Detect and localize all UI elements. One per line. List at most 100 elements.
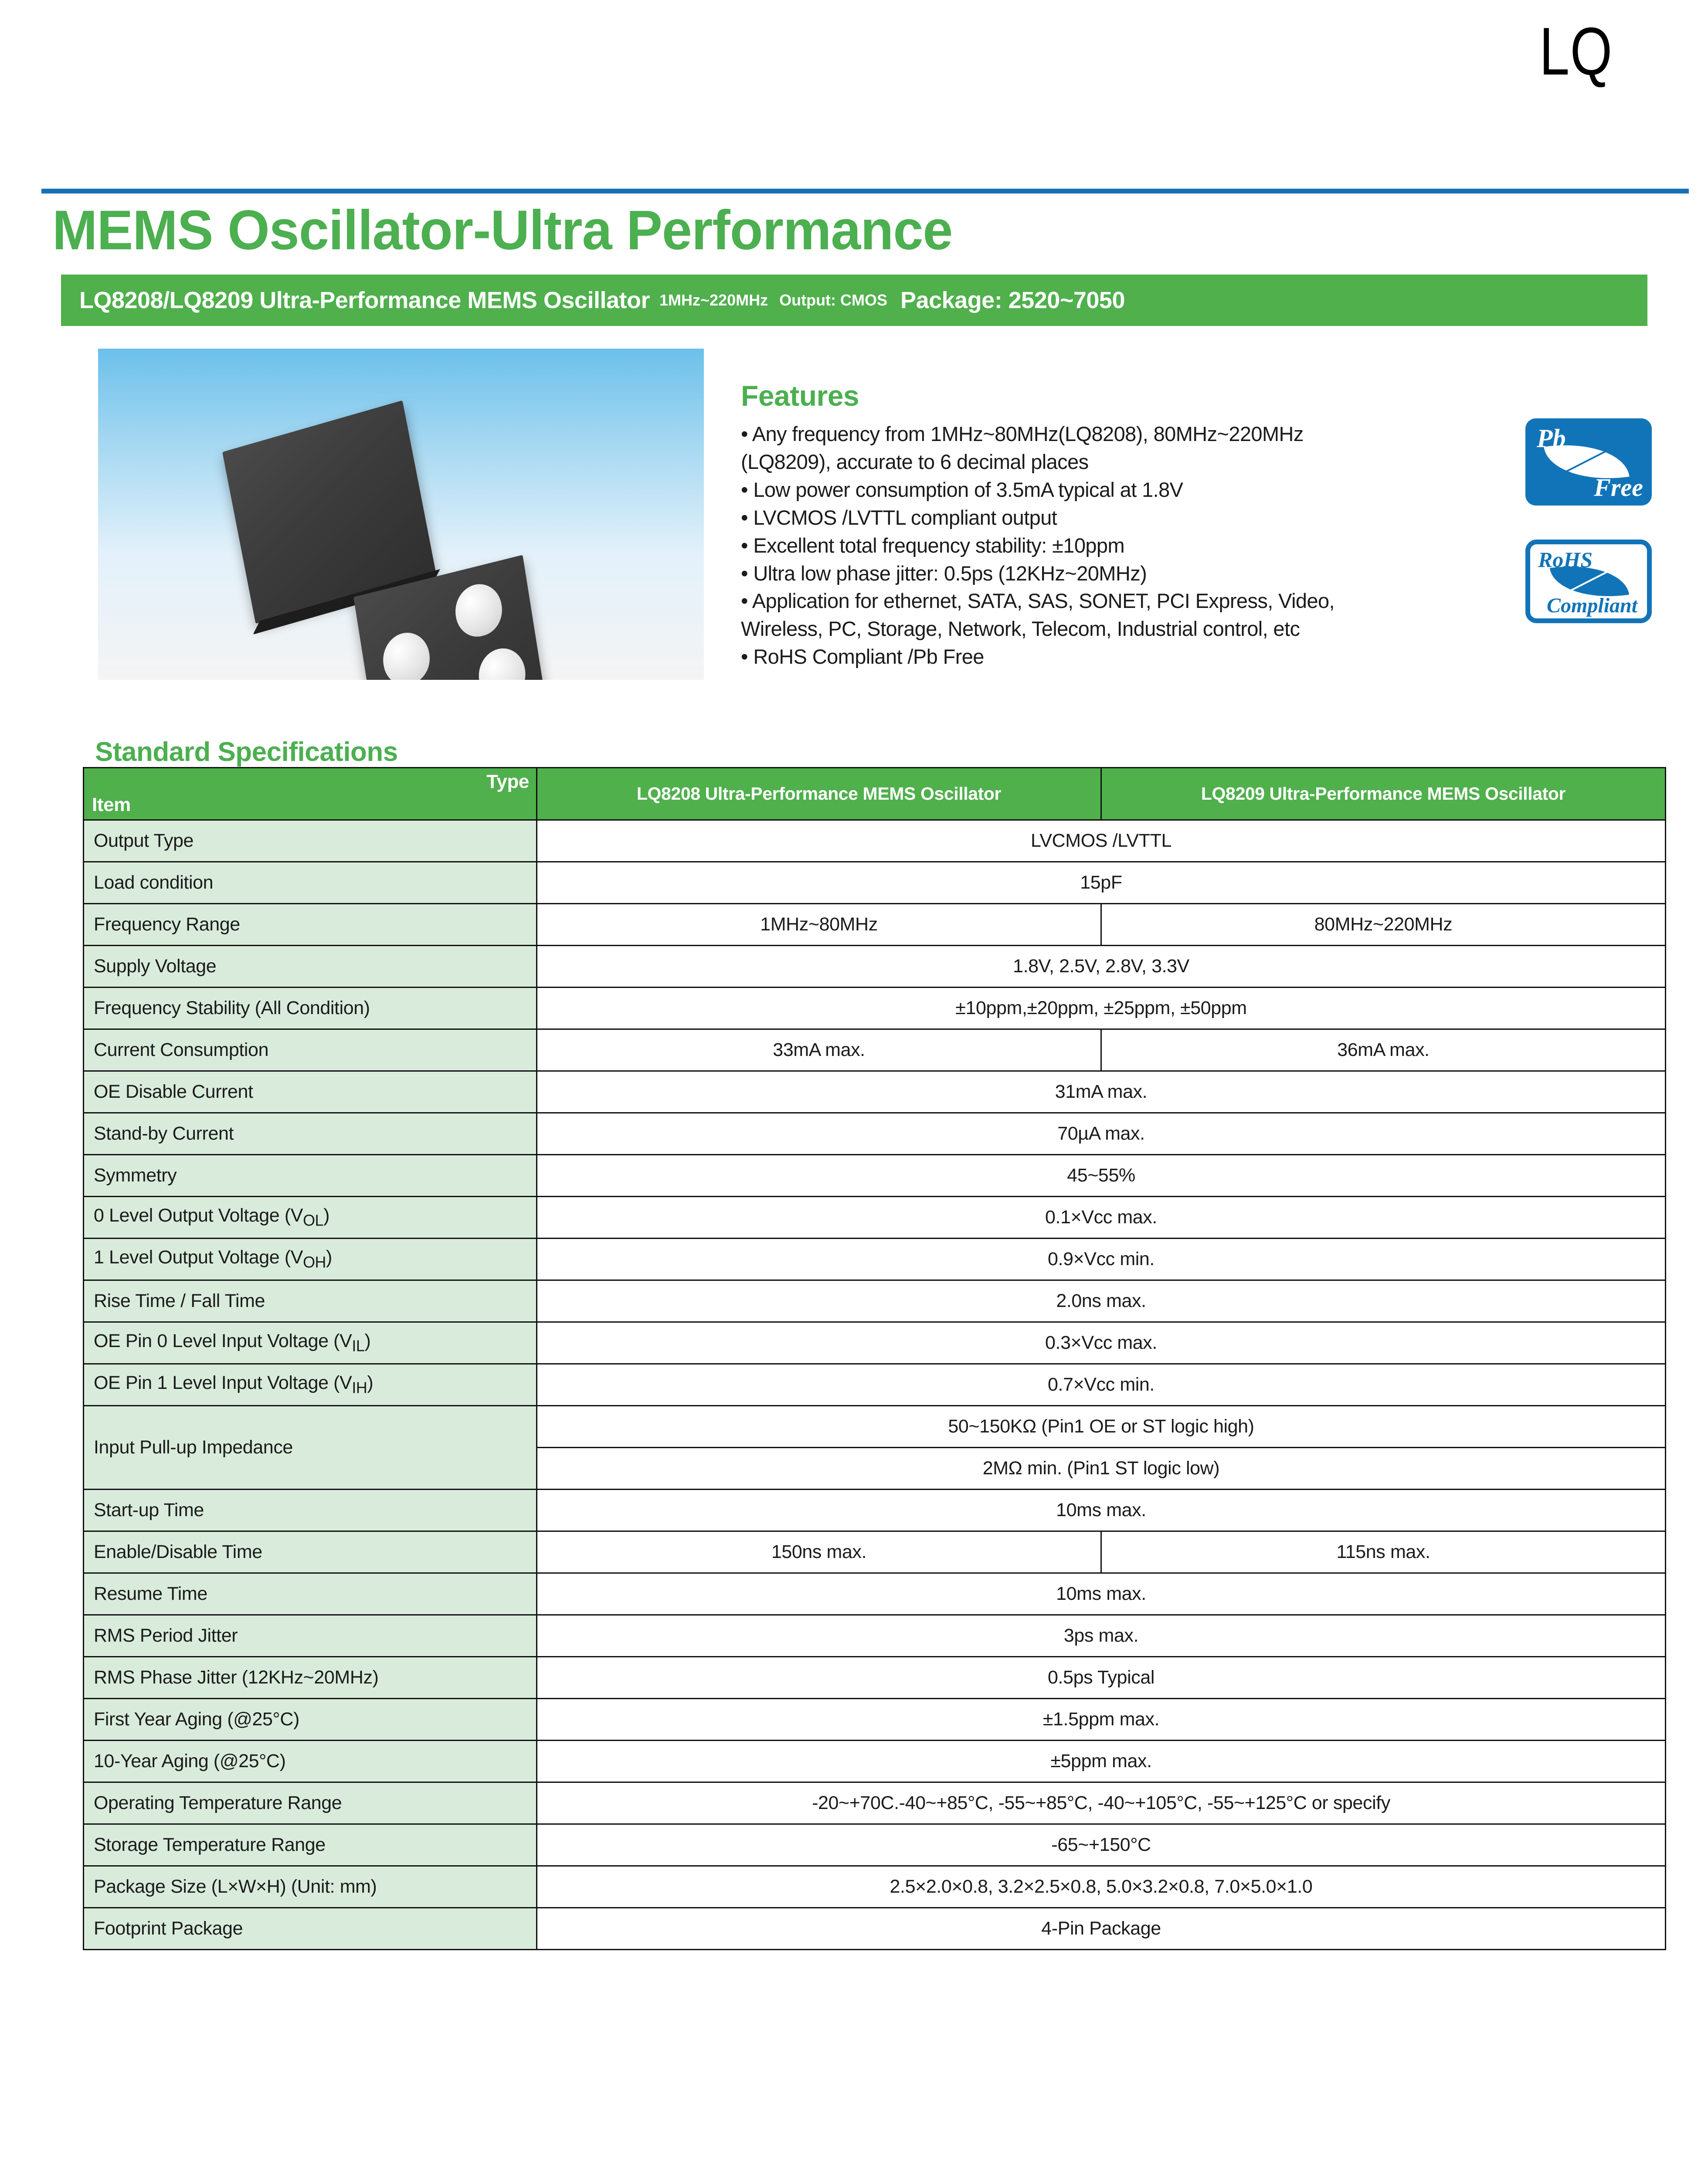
spec-item-base: 1 Level Output Voltage (V [94, 1247, 303, 1268]
table-row: Frequency Stability (All Condition) ±10p… [83, 987, 1666, 1030]
column-header-lq8208: LQ8208 Ultra-Performance MEMS Oscillator [536, 767, 1102, 821]
spec-item-base: OE Pin 0 Level Input Voltage (V [94, 1330, 352, 1352]
banner-frequency-label: 1MHz~220MHz [659, 291, 768, 309]
spec-item-subscript: OL [303, 1212, 324, 1229]
spec-value: 3ps max. [536, 1614, 1666, 1657]
spec-item-label: Stand-by Current [83, 1112, 537, 1155]
features-heading: Features [741, 380, 859, 412]
spec-item-label: Package Size (L×W×H) (Unit: mm) [83, 1865, 537, 1908]
spec-value: 31mA max. [536, 1070, 1666, 1113]
spec-value: 2.5×2.0×0.8, 3.2×2.5×0.8, 5.0×3.2×0.8, 7… [536, 1865, 1666, 1908]
spec-value: ±1.5ppm max. [536, 1698, 1666, 1741]
header-divider [41, 189, 1689, 193]
table-row: RMS Phase Jitter (12KHz~20MHz) 0.5ps Typ… [83, 1656, 1666, 1699]
solder-pad [379, 628, 434, 680]
spec-value: -65~+150°C [536, 1823, 1666, 1867]
table-row: Symmetry 45~55% [83, 1154, 1666, 1197]
spec-item-label: Start-up Time [83, 1489, 537, 1532]
table-row: Storage Temperature Range -65~+150°C [83, 1823, 1666, 1867]
table-row: Output Type LVCMOS /LVTTL [83, 819, 1666, 862]
spec-item-label: Frequency Stability (All Condition) [83, 987, 537, 1030]
spec-item-label: Storage Temperature Range [83, 1823, 537, 1867]
spec-value: 0.7×Vcc min. [536, 1363, 1666, 1406]
spec-value: 10ms max. [536, 1572, 1666, 1616]
spec-item-label: OE Disable Current [83, 1070, 537, 1113]
table-row: Load condition 15pF [83, 861, 1666, 904]
feature-item: Ultra low phase jitter: 0.5ps (12KHz~20M… [741, 560, 1508, 587]
spec-item-label: Supply Voltage [83, 945, 537, 988]
spec-value: ±10ppm,±20ppm, ±25ppm, ±50ppm [536, 987, 1666, 1030]
spec-value: 0.3×Vcc max. [536, 1321, 1666, 1364]
spec-item-label: OE Pin 1 Level Input Voltage (VIH) [83, 1363, 537, 1406]
spec-value-lq8209: 80MHz~220MHz [1100, 903, 1666, 946]
table-row: Frequency Range 1MHz~80MHz 80MHz~220MHz [83, 903, 1666, 946]
product-banner: LQ8208/LQ8209 Ultra-Performance MEMS Osc… [61, 275, 1647, 326]
spec-value-lq8208: 1MHz~80MHz [536, 903, 1102, 946]
solder-pad [452, 579, 506, 641]
corner-item-label: Item [92, 794, 131, 815]
table-row: Supply Voltage 1.8V, 2.5V, 2.8V, 3.3V [83, 945, 1666, 988]
spec-value-lq8208: 150ns max. [536, 1531, 1102, 1574]
spec-value-lq8208: 33mA max. [536, 1028, 1102, 1072]
table-row: 0 Level Output Voltage (VOL) 0.1×Vcc max… [83, 1196, 1666, 1239]
table-row: Footprint Package 4-Pin Package [83, 1907, 1666, 1950]
spec-value: 4-Pin Package [536, 1907, 1666, 1950]
spec-value: 50~150KΩ (Pin1 OE or ST logic high) [536, 1405, 1666, 1448]
feature-item: Low power consumption of 3.5mA typical a… [741, 476, 1508, 504]
spec-item-label: Resume Time [83, 1572, 537, 1616]
spec-item-label: Operating Temperature Range [83, 1782, 537, 1825]
spec-item-label: OE Pin 0 Level Input Voltage (VIL) [83, 1321, 537, 1364]
product-photo [98, 349, 704, 680]
spec-item-label: Load condition [83, 861, 537, 904]
spec-item-subscript: OH [303, 1253, 326, 1271]
spec-value: 2.0ns max. [536, 1280, 1666, 1323]
spec-item-base: OE Pin 1 Level Input Voltage (V [94, 1372, 352, 1394]
table-header-row: Type Item LQ8208 Ultra-Performance MEMS … [83, 767, 1666, 821]
table-row: Resume Time 10ms max. [83, 1572, 1666, 1616]
table-row: First Year Aging (@25°C) ±1.5ppm max. [83, 1698, 1666, 1741]
brand-logo: LQ [1430, 17, 1613, 85]
table-row: RMS Period Jitter 3ps max. [83, 1614, 1666, 1657]
spec-item-label: Enable/Disable Time [83, 1531, 537, 1574]
solder-pad [475, 643, 529, 680]
pb-free-label-free: Free [1594, 473, 1643, 502]
table-row: 2MΩ min. (Pin1 ST logic low) [84, 1447, 1666, 1490]
corner-type-label: Type [486, 771, 529, 792]
spec-value: 0.5ps Typical [536, 1656, 1666, 1699]
spec-value: 0.1×Vcc max. [536, 1196, 1666, 1239]
certification-badges: Pb Free RoHS Compliant [1525, 418, 1652, 623]
spec-value: 70µA max. [536, 1112, 1666, 1155]
spec-value: 45~55% [536, 1154, 1666, 1197]
features-list: Any frequency from 1MHz~80MHz(LQ8208), 8… [741, 420, 1508, 671]
spec-table-body: Output Type LVCMOS /LVTTL Load condition… [83, 819, 1666, 1950]
feature-item: Application for ethernet, SATA, SAS, SON… [741, 587, 1508, 643]
feature-item: LVCMOS /LVTTL compliant output [741, 504, 1508, 532]
spec-item-subscript: IH [352, 1379, 367, 1397]
pb-free-icon: Pb Free [1525, 418, 1652, 506]
spec-item-label: Rise Time / Fall Time [83, 1280, 537, 1323]
table-row: Package Size (L×W×H) (Unit: mm) 2.5×2.0×… [83, 1865, 1666, 1908]
features-section: Features Any frequency from 1MHz~80MHz(L… [741, 379, 1508, 671]
spec-item-base: 0 Level Output Voltage (V [94, 1205, 303, 1226]
rohs-compliant-label: Compliant [1547, 594, 1638, 617]
rohs-compliant-icon: RoHS Compliant [1525, 540, 1652, 623]
banner-package-label: Package: 2520~7050 [900, 287, 1125, 313]
spec-value: LVCMOS /LVTTL [536, 819, 1666, 862]
feature-item: Any frequency from 1MHz~80MHz(LQ8208), 8… [741, 420, 1508, 476]
spec-value-secondary: 2MΩ min. (Pin1 ST logic low) [536, 1447, 1666, 1490]
spec-item-label: 10-Year Aging (@25°C) [83, 1740, 537, 1783]
spec-item-label: Frequency Range [83, 903, 537, 946]
table-row: OE Pin 0 Level Input Voltage (VIL) 0.3×V… [83, 1321, 1666, 1364]
spec-item-label: Current Consumption [83, 1028, 537, 1072]
spec-item-label: Symmetry [83, 1154, 537, 1197]
spec-item-subscript: IL [352, 1337, 365, 1355]
table-row: Current Consumption 33mA max. 36mA max. [83, 1028, 1666, 1072]
table-row: OE Pin 1 Level Input Voltage (VIH) 0.7×V… [83, 1363, 1666, 1406]
spec-item-label: RMS Phase Jitter (12KHz~20MHz) [83, 1656, 537, 1699]
table-row: Operating Temperature Range -20~+70C.-40… [83, 1782, 1666, 1825]
banner-output-label: Output: CMOS [779, 291, 888, 309]
column-header-lq8209: LQ8209 Ultra-Performance MEMS Oscillator [1100, 767, 1666, 821]
spec-item-label: 1 Level Output Voltage (VOH) [83, 1238, 537, 1281]
spec-value: 15pF [536, 861, 1666, 904]
table-row: Input Pull-up Impedance 50~150KΩ (Pin1 O… [83, 1405, 1666, 1490]
